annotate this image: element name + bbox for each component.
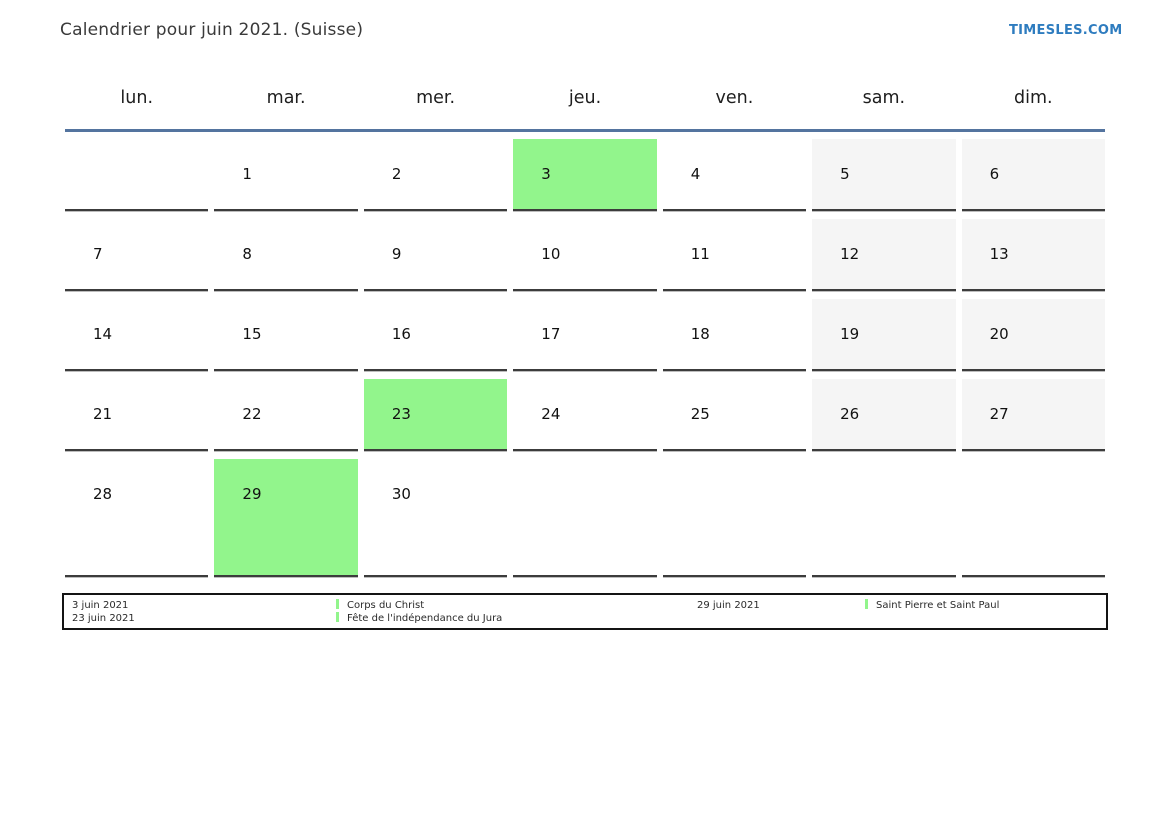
day-cell-23: 23 bbox=[363, 379, 508, 451]
day-number: 6 bbox=[989, 165, 1000, 183]
legend-date-entry: 23 juin 2021 bbox=[72, 612, 135, 625]
legend-event-entry: Fête de l'indépendance du Jura bbox=[336, 612, 502, 625]
day-number: 13 bbox=[989, 245, 1009, 263]
calendar-grid: 1 2 3 4 5 6 7 8 9 10 11 12 13 14 15 16 17 18 19 20 21 22 23 24 2… bbox=[65, 139, 1105, 577]
legend: 3 juin 2021 23 juin 2021 Corps du Christ Fê… bbox=[62, 593, 1108, 630]
day-header-sam: sam. bbox=[862, 88, 906, 108]
day-cell-30: 30 bbox=[363, 459, 508, 577]
day-number: 18 bbox=[690, 325, 710, 343]
day-cell-8: 8 bbox=[214, 219, 358, 291]
timesles-brand-link[interactable]: TIMESLES.COM bbox=[1009, 23, 1123, 38]
day-number: 25 bbox=[690, 405, 710, 423]
day-header-jeu: jeu. bbox=[568, 88, 602, 108]
day-header-dim: dim. bbox=[1013, 88, 1053, 108]
day-number: 8 bbox=[242, 245, 252, 263]
day-cell-12: 12 bbox=[812, 219, 956, 291]
day-number: 15 bbox=[242, 325, 262, 343]
empty-cell bbox=[65, 139, 209, 211]
day-number: 22 bbox=[242, 405, 262, 423]
day-cell-3: 3 bbox=[513, 139, 657, 211]
day-cell-2: 2 bbox=[363, 139, 508, 211]
empty-cell bbox=[662, 459, 807, 577]
day-cell-19: 19 bbox=[812, 299, 956, 371]
legend-event-entry: Saint Pierre et Saint Paul bbox=[865, 599, 999, 612]
legend-dates-column: 3 juin 2021 23 juin 2021 bbox=[72, 599, 135, 625]
day-cell-15: 15 bbox=[214, 299, 358, 371]
weekday-header-row: lun. mar. mer. jeu. ven. sam. dim. bbox=[65, 84, 1105, 132]
day-cell-13: 13 bbox=[961, 219, 1105, 291]
day-cell-22: 22 bbox=[214, 379, 358, 451]
day-cell-16: 16 bbox=[363, 299, 508, 371]
day-number: 11 bbox=[690, 245, 710, 263]
day-cell-9: 9 bbox=[363, 219, 508, 291]
day-header-lun: lun. bbox=[120, 88, 154, 108]
day-number: 16 bbox=[391, 325, 411, 343]
day-cell-7: 7 bbox=[65, 219, 209, 291]
day-number: 5 bbox=[840, 165, 850, 183]
holiday-date: 29 juin 2021 bbox=[697, 600, 760, 611]
day-cell-24: 24 bbox=[513, 379, 657, 451]
day-number: 17 bbox=[541, 325, 561, 343]
day-cell-14: 14 bbox=[65, 299, 209, 371]
day-cell-17: 17 bbox=[513, 299, 657, 371]
page-title: Calendrier pour juin 2021. (Suisse) bbox=[60, 20, 364, 40]
day-cell-1: 1 bbox=[214, 139, 358, 211]
day-number: 7 bbox=[93, 245, 103, 263]
day-number: 24 bbox=[541, 405, 561, 423]
day-number: 26 bbox=[840, 405, 860, 423]
day-cell-10: 10 bbox=[513, 219, 657, 291]
day-number: 19 bbox=[840, 325, 860, 343]
day-cell-25: 25 bbox=[662, 379, 807, 451]
empty-cell bbox=[513, 459, 657, 577]
day-cell-5: 5 bbox=[812, 139, 956, 211]
day-number: 14 bbox=[93, 325, 113, 343]
holiday-date: 3 juin 2021 bbox=[72, 600, 129, 611]
day-number: 29 bbox=[242, 485, 262, 503]
day-number: 12 bbox=[840, 245, 860, 263]
day-cell-28: 28 bbox=[65, 459, 209, 577]
legend-events-column: Corps du Christ Fête de l'indépendance du… bbox=[336, 599, 502, 625]
empty-cell bbox=[961, 459, 1105, 577]
day-number: 2 bbox=[391, 165, 402, 183]
day-number: 4 bbox=[690, 165, 701, 183]
holiday-marker-icon bbox=[865, 599, 868, 609]
day-cell-21: 21 bbox=[65, 379, 209, 451]
legend-events-column: Saint Pierre et Saint Paul bbox=[865, 599, 999, 612]
day-cell-11: 11 bbox=[662, 219, 807, 291]
day-header-mar: mar. bbox=[266, 88, 306, 108]
holiday-marker-icon bbox=[336, 612, 339, 622]
empty-cell bbox=[812, 459, 956, 577]
day-cell-6: 6 bbox=[961, 139, 1105, 211]
day-cell-27: 27 bbox=[961, 379, 1105, 451]
day-number: 3 bbox=[541, 165, 551, 183]
day-number: 23 bbox=[391, 405, 411, 423]
day-number: 30 bbox=[391, 485, 411, 503]
day-header-ven: ven. bbox=[715, 88, 754, 108]
holiday-name: Corps du Christ bbox=[347, 600, 425, 611]
day-number: 28 bbox=[93, 485, 113, 503]
legend-date-entry: 3 juin 2021 bbox=[72, 599, 135, 612]
holiday-name: Fête de l'indépendance du Jura bbox=[347, 613, 503, 624]
day-cell-26: 26 bbox=[812, 379, 956, 451]
day-number: 9 bbox=[391, 245, 402, 263]
day-cell-29: 29 bbox=[214, 459, 358, 577]
holiday-date: 23 juin 2021 bbox=[72, 613, 135, 624]
legend-date-entry: 29 juin 2021 bbox=[697, 599, 760, 612]
day-number: 1 bbox=[242, 165, 252, 183]
legend-event-entry: Corps du Christ bbox=[336, 599, 502, 612]
day-number: 27 bbox=[989, 405, 1009, 423]
legend-dates-column: 29 juin 2021 bbox=[697, 599, 760, 612]
day-header-mer: mer. bbox=[416, 88, 456, 108]
holiday-marker-icon bbox=[336, 599, 339, 609]
day-number: 20 bbox=[989, 325, 1009, 343]
day-cell-4: 4 bbox=[662, 139, 807, 211]
day-cell-20: 20 bbox=[961, 299, 1105, 371]
day-number: 10 bbox=[541, 245, 561, 263]
holiday-name: Saint Pierre et Saint Paul bbox=[876, 600, 1000, 611]
day-number: 21 bbox=[93, 405, 113, 423]
day-cell-18: 18 bbox=[662, 299, 807, 371]
